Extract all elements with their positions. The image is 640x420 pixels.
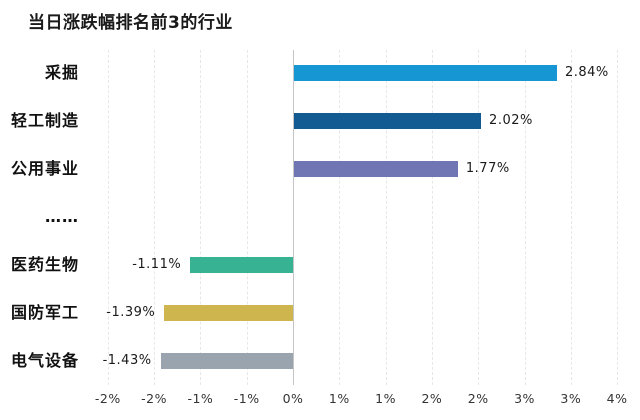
zero-axis-line — [293, 50, 294, 385]
value-label: 2.84% — [564, 65, 609, 80]
x-tick-label: 3% — [514, 391, 535, 406]
category-label: 医药生物 — [10, 255, 79, 274]
x-tick-label: -2% — [94, 391, 121, 406]
gridline — [431, 50, 433, 385]
gridline — [617, 50, 619, 385]
x-tick-label: -1% — [233, 391, 260, 406]
x-tick-label: 4% — [606, 391, 628, 406]
x-tick-label: -2% — [141, 391, 168, 406]
category-label: 国防军工 — [10, 303, 79, 322]
x-tick-label: 2% — [467, 391, 489, 406]
bar — [164, 305, 293, 321]
bar — [294, 113, 482, 129]
value-label: 1.77% — [465, 161, 510, 176]
bar — [294, 65, 557, 81]
category-label: 采掘 — [44, 63, 79, 82]
value-label: -1.39% — [106, 305, 156, 320]
bar — [190, 257, 293, 273]
category-label: 电气设备 — [10, 351, 79, 370]
category-label: 轻工制造 — [10, 111, 79, 130]
chart-title: 当日涨跌幅排名前3的行业 — [28, 13, 233, 33]
gridline — [524, 50, 526, 385]
gridline — [246, 50, 248, 385]
gridline — [339, 50, 341, 385]
value-label: -1.11% — [132, 257, 182, 272]
gridline — [200, 50, 202, 385]
gridline — [478, 50, 480, 385]
category-label: 公用事业 — [10, 159, 79, 178]
x-tick-label: 0% — [282, 391, 304, 406]
x-tick-label: 3% — [560, 391, 582, 406]
bar — [160, 353, 293, 369]
x-tick-label: 1% — [328, 391, 350, 406]
gridline — [570, 50, 572, 385]
gridline — [154, 50, 156, 385]
gridline — [385, 50, 387, 385]
gridline — [107, 50, 109, 385]
value-label: -1.43% — [102, 353, 152, 368]
x-tick-label: 1% — [375, 391, 397, 406]
bar — [294, 161, 458, 177]
x-tick-label: -1% — [187, 391, 214, 406]
x-tick-label: 2% — [421, 391, 443, 406]
value-label: 2.02% — [489, 113, 533, 128]
ellipsis-label: …… — [45, 207, 79, 226]
